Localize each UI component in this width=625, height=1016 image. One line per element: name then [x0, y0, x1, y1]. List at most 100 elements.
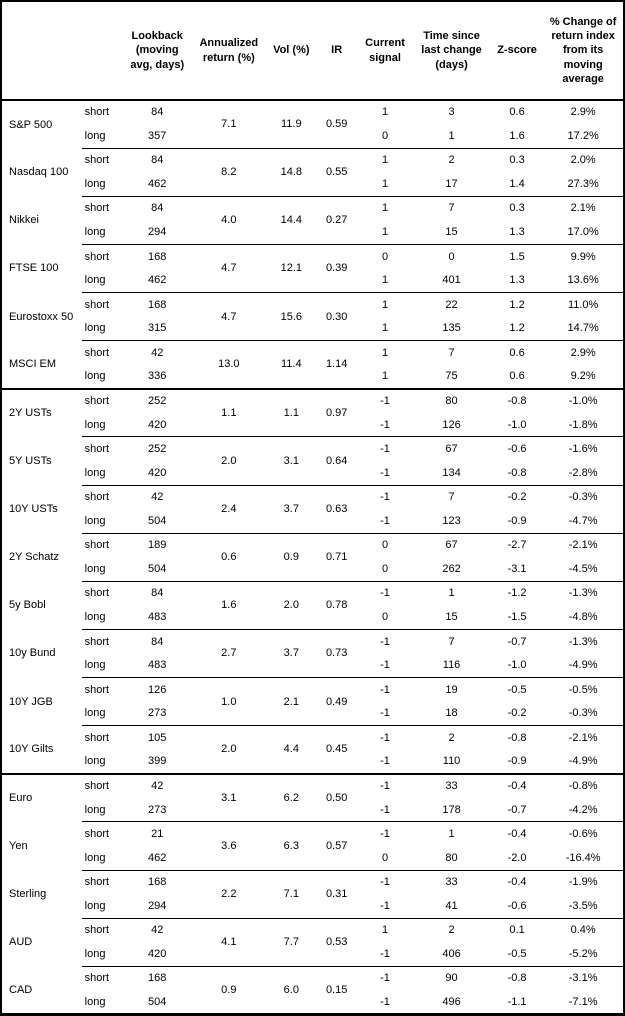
lookback-value: 252 [123, 387, 191, 413]
pct-change-value: 13.6% [567, 274, 599, 287]
position-label: short [81, 243, 124, 269]
z-score-value: 1.2 [509, 322, 525, 335]
z-score-value: -0.6 [507, 899, 527, 912]
instrument-name: FTSE 100 [9, 262, 59, 275]
lookback-value: 420 [148, 947, 167, 960]
instrument-name: 2Y USTs [1, 387, 82, 437]
pct-change-value: -1.6% [543, 436, 624, 461]
time-since-change-value: 110 [442, 755, 461, 768]
table-row: 5Y USTs short 252 2.0 3.1 0.64 -1 67 -0.6 -1.6% [1, 436, 624, 485]
instrument-name: Nasdaq 100 [9, 166, 69, 179]
current-signal-value: -1 [380, 418, 390, 431]
position-label: long [84, 418, 106, 431]
table-row: MSCI EM short 42 13.0 11.4 1.14 1 7 0.6 2.9% [1, 340, 624, 389]
z-score-value: 1.6 [509, 129, 525, 142]
ir-value: 0.27 [315, 195, 358, 245]
pct-change-value: 14.7% [567, 322, 599, 335]
instrument-name: 10Y JGB [9, 695, 53, 708]
pct-change-value: 2.0% [543, 147, 624, 173]
lookback-value: 462 [148, 177, 167, 190]
position-label: short [81, 725, 124, 750]
position-label: long [84, 659, 106, 672]
table-row: long 315 1 135 1.2 14.7% [1, 317, 624, 341]
annualized-return-value: 3.6 [190, 821, 268, 870]
lookback-value: 84 [123, 99, 191, 125]
time-since-change-value: 2 [412, 147, 491, 173]
vol-value: 14.4 [267, 195, 316, 245]
time-since-change-value: 135 [442, 322, 461, 335]
ir-value: 0.64 [315, 436, 358, 485]
pct-change-value: -1.9% [543, 869, 624, 895]
position-label: short [81, 772, 124, 798]
time-since-change-value: 67 [412, 436, 491, 461]
pct-change-value: -1.0% [543, 387, 624, 413]
lookback-value: 294 [148, 226, 167, 239]
annualized-return-value: 2.4 [190, 484, 268, 534]
vol-value: 3.7 [267, 484, 316, 534]
ir-value: 0.53 [315, 917, 358, 967]
ir-value: 0.30 [315, 291, 358, 341]
instrument-name: Yen [9, 839, 28, 852]
lookback-value: 420 [148, 418, 167, 431]
position-label: long [84, 129, 106, 142]
vol-value: 6.2 [267, 772, 316, 822]
instrument-name: CAD [9, 983, 33, 996]
z-score-value: 0.3 [490, 195, 544, 221]
annualized-return-value: 4.0 [190, 195, 268, 245]
time-since-change-value: 18 [445, 707, 458, 720]
position-label: long [84, 562, 106, 575]
vol-value: 6.0 [267, 965, 316, 1015]
instrument-name: 5Y USTs [9, 454, 52, 467]
current-signal-value: 1 [357, 195, 413, 221]
current-signal-value: -1 [357, 628, 413, 654]
pct-change-value: 2.9% [543, 340, 624, 365]
z-score-value: -0.8 [490, 965, 544, 991]
ir-value: 0.71 [315, 532, 358, 582]
z-score-value: 1.3 [509, 274, 525, 287]
lookback-value: 483 [148, 611, 167, 624]
position-label: short [81, 965, 124, 991]
pct-change-value: 17.0% [567, 226, 599, 239]
instrument-name: 5y Bobl [9, 599, 46, 612]
ir-value: 0.57 [315, 821, 358, 870]
table-row: Nikkei short 84 4.0 14.4 0.27 1 7 0.3 2.1% [1, 195, 624, 245]
pct-change-value: 2.1% [543, 195, 624, 221]
lookback-value: 252 [123, 436, 191, 461]
table-row: long 483 -1 116 -1.0 -4.9% [1, 653, 624, 677]
z-score-value: -0.7 [490, 628, 544, 654]
position-label: short [81, 99, 124, 125]
current-signal-value: -1 [357, 869, 413, 895]
annualized-return-value: 4.1 [190, 917, 268, 967]
table-row: long 504 -1 496 -1.1 -7.1% [1, 990, 624, 1014]
position-label: short [81, 628, 124, 654]
z-score-value: -0.2 [507, 707, 527, 720]
z-score-value: -0.7 [507, 803, 527, 816]
table-row: long 273 -1 18 -0.2 -0.3% [1, 702, 624, 726]
vol-value: 11.9 [267, 99, 316, 149]
z-score-value: -0.4 [490, 772, 544, 798]
position-label: short [81, 532, 124, 558]
position-label: long [84, 947, 106, 960]
ir-value: 0.49 [315, 676, 358, 726]
vol-value: 2.0 [267, 580, 316, 630]
position-label: long [84, 274, 106, 287]
table-row: long 273 -1 178 -0.7 -4.2% [1, 798, 624, 822]
column-header-pct-change-from-ma: % Change of return index from its moving… [543, 1, 624, 101]
table-row: 2Y Schatz short 189 0.6 0.9 0.71 0 67 -2.7 -2.1% [1, 532, 624, 582]
pct-change-value: -1.3% [543, 580, 624, 606]
current-signal-value: -1 [380, 514, 390, 527]
table-row: long 294 1 15 1.3 17.0% [1, 220, 624, 244]
table-row: long 483 0 15 -1.5 -4.8% [1, 605, 624, 629]
time-since-change-value: 401 [442, 274, 461, 287]
time-since-change-value: 67 [412, 532, 491, 558]
pct-change-value: -4.2% [568, 803, 598, 816]
column-header-time-since-change: Time since last change (days) [412, 1, 491, 101]
time-since-change-value: 80 [445, 851, 458, 864]
pct-change-value: -1.8% [568, 418, 598, 431]
time-since-change-value: 1 [412, 821, 491, 846]
time-since-change-value: 15 [445, 611, 458, 624]
lookback-value: 84 [123, 147, 191, 173]
position-label: short [81, 340, 124, 365]
time-since-change-value: 80 [412, 387, 491, 413]
